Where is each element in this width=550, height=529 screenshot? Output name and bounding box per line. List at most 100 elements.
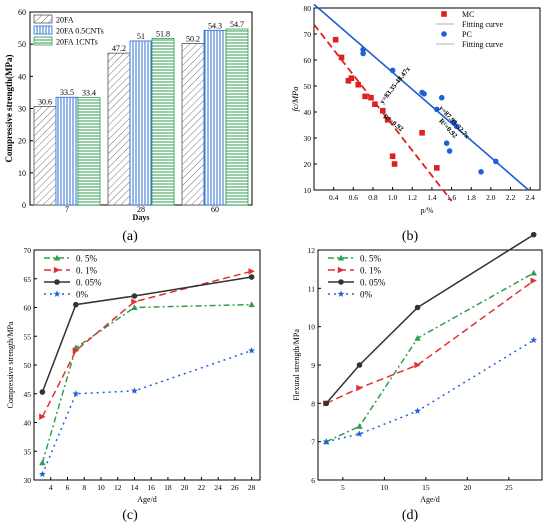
bar-value-label: 50.2 [186,35,200,44]
data-point [530,269,537,276]
data-point [453,123,460,130]
x-tick-label: 1.4 [427,193,437,202]
panel-label-d: (d) [402,508,419,523]
legend-marker [337,266,345,274]
bar [151,37,175,206]
y-axis-label: Flexural strength/MPa [292,329,301,401]
data-point [39,459,46,466]
data-point [421,91,427,97]
data-point [530,277,537,284]
x-tick-label: 18 [164,483,172,492]
y-tick-label: 40 [304,108,312,117]
fit-r2: R²=0.92 [382,112,406,133]
data-point [360,50,366,57]
data-point [389,153,396,159]
bar [55,96,79,206]
y-tick-label: 20 [18,137,26,146]
y-tick-label: 11 [308,284,315,293]
series-line [41,270,252,418]
data-point [384,117,391,123]
data-point [72,347,80,354]
bar-value-label: 33.5 [60,88,74,97]
data-point [338,54,345,61]
data-point [372,101,378,107]
legend-swatch [33,25,53,35]
data-point [414,361,421,369]
data-point [419,130,425,136]
data-point [434,165,440,171]
y-tick-label: 35 [24,447,32,456]
data-point [356,384,363,392]
y-tick-label: 60 [18,8,26,17]
data-point [248,274,255,280]
x-tick-label: 1.0 [388,193,398,202]
bar [33,106,57,206]
legend-label: PC [462,30,472,39]
legend-label: MC [462,10,474,19]
data-point [414,334,421,341]
panel-c: 4 6 8 10 12 14 16 18 20 22 24 26 28 30 35 40 45 50 55 60 65 7… [6,246,261,504]
y-tick-label: 70 [304,30,312,39]
data-point [446,148,453,154]
plot-frame [313,7,541,191]
data-point [332,36,339,43]
legend-label: 0. 5% [360,254,382,264]
data-point [356,362,363,368]
x-tick-label: 2.0 [486,193,496,202]
bar [77,97,101,206]
fit-line [313,3,529,191]
x-tick-label: 20 [181,483,189,492]
y-tick-label: 50 [18,40,26,49]
data-point [356,430,363,437]
legend-label: 20FA 0.5CNTs [56,27,104,36]
data-point [360,46,366,53]
bar-value-label: 54.7 [230,20,244,29]
series-line [325,280,535,404]
x-tick-label: 6 [66,483,70,492]
series-line [325,234,535,404]
y-tick-label: 10 [304,186,312,195]
data-point [248,347,256,354]
data-point [368,94,374,101]
y-tick-label: 50 [304,82,312,91]
legend-marker [338,279,344,285]
legend-marker [54,279,60,285]
data-point [414,304,421,311]
x-tick-label: 8 [82,483,86,492]
x-tick-label: 12 [114,483,122,492]
x-tick-label: 20 [464,483,472,492]
bar [181,43,205,206]
data-point [72,390,80,397]
y-tick-label: 80 [304,4,312,13]
data-point [414,407,421,414]
x-tick-label: 1.6 [447,193,457,202]
data-point [322,438,330,445]
x-tick-label: 14 [131,483,139,492]
y-tick-label: 65 [24,275,32,284]
x-tick-label: 26 [231,483,239,492]
legend-label: 0. 05% [76,278,102,288]
x-tick-label: 10 [97,483,105,492]
x-tick-label: 4 [49,483,53,492]
y-axis-label: fc/MPa [290,86,300,111]
data-point [345,78,352,84]
x-tick-label: 28 [248,483,256,492]
x-axis-label: Age/d [137,495,157,504]
x-tick-label: 0.4 [329,193,339,202]
data-point [323,400,330,407]
data-point [391,161,398,167]
legend-marker [441,31,447,37]
data-point [492,158,499,165]
panel-label-b: (b) [402,229,419,244]
data-point [478,169,484,175]
legend-label: 0. 5% [76,254,98,264]
data-point [73,301,79,308]
x-tick-label: 60 [211,205,219,214]
legend-label: 20FA 1CNTs [56,38,98,47]
data-point [379,107,386,114]
y-tick-label: 45 [24,390,32,399]
y-tick-label: 40 [18,72,26,81]
bar-value-label: 51.8 [156,29,170,38]
data-point [450,119,457,126]
